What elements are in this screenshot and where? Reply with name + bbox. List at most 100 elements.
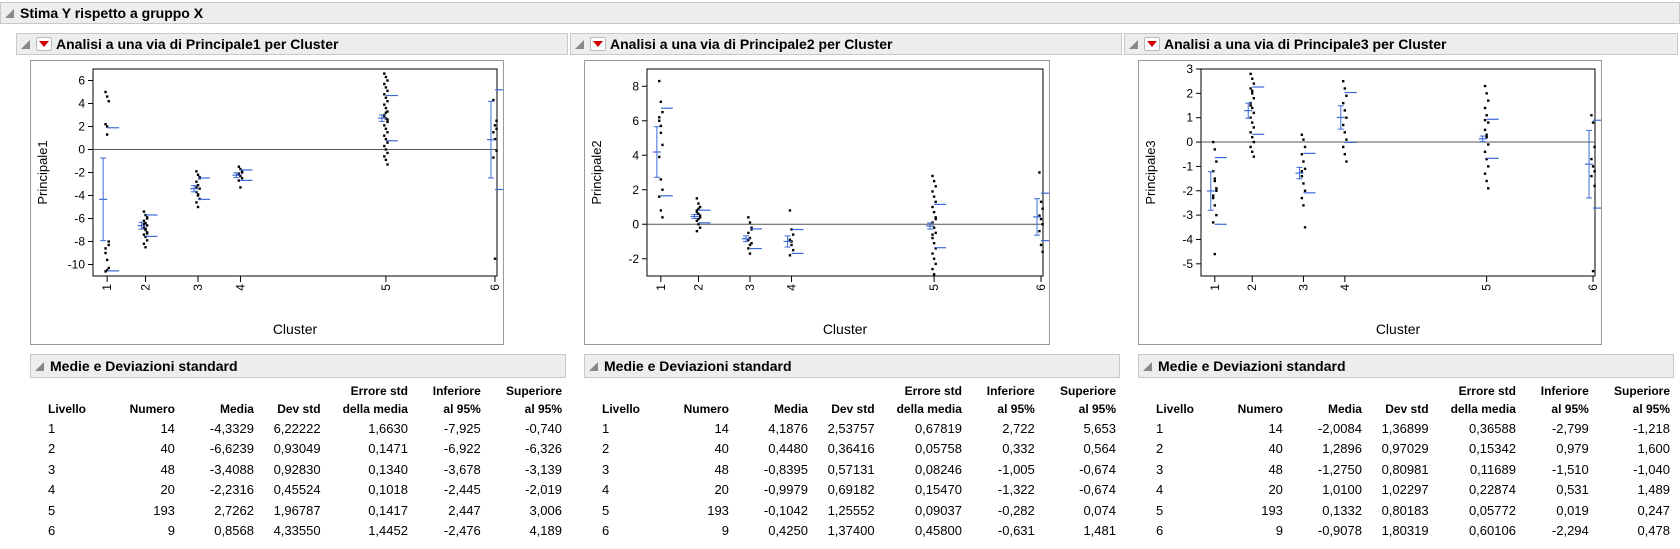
data-point — [791, 248, 795, 252]
x-tick-label: 1 — [1208, 284, 1222, 291]
data-point — [383, 93, 386, 96]
x-tick-label: 2 — [691, 284, 705, 291]
data-point — [145, 239, 149, 242]
table-row: 6 9 -0,9078 1,80319 0,60106 -2,294 0,478 — [1156, 521, 1670, 542]
x-axis-label: Cluster — [823, 321, 868, 337]
table-cell: 1,0100 — [1322, 482, 1362, 498]
data-point — [384, 106, 388, 110]
table-cell: -0,1042 — [763, 502, 808, 518]
data-point — [105, 133, 109, 136]
data-point — [1485, 179, 1488, 183]
data-point — [144, 246, 147, 249]
data-point — [196, 205, 200, 209]
table-cell: -3,678 — [443, 461, 481, 477]
red-triangle-menu-icon[interactable] — [36, 37, 52, 51]
data-point — [1251, 121, 1254, 124]
data-point — [104, 123, 107, 126]
data-point — [383, 134, 386, 137]
table-cell: 193 — [1261, 502, 1283, 518]
disclosure-triangle-icon[interactable] — [5, 8, 14, 18]
data-point — [748, 243, 752, 247]
y-tick-label: -3 — [1182, 208, 1193, 222]
panel-header-2[interactable]: Analisi a una via di Principale2 per Clu… — [570, 33, 1122, 55]
table-cell: 3 — [602, 461, 610, 477]
oneway-plot-3[interactable]: -5 -4 -3 -2 -1 0 1 2 3 Principale3 Cluster 1 2 3 4 5 6 — [1139, 61, 1606, 344]
data-point — [384, 117, 388, 120]
disclosure-triangle-icon[interactable] — [589, 361, 598, 371]
table-cell: -1,510 — [1551, 461, 1589, 477]
data-point — [1591, 269, 1595, 273]
data-point — [492, 156, 495, 159]
data-point — [384, 148, 388, 151]
data-point — [1213, 148, 1216, 151]
data-point — [1485, 135, 1488, 139]
table-cell: -2,294 — [1551, 523, 1589, 539]
data-point — [1213, 177, 1216, 180]
table-header-3[interactable]: Medie e Deviazioni standard — [1138, 354, 1674, 378]
means-std-table-1: Errore std Inferiore Superiore Livello Numer… — [48, 382, 562, 541]
table-cell: 1,6630 — [368, 420, 408, 436]
col-header-media: Media — [773, 402, 808, 416]
data-point — [1039, 217, 1043, 221]
data-point — [1343, 153, 1347, 156]
y-tick-label: -10 — [68, 258, 86, 272]
oneway-plot-2[interactable]: -2 0 2 4 6 8 Principale2 Cluster 1 2 3 4 5 6 — [585, 61, 1054, 344]
table-cell: 0,1332 — [1322, 502, 1362, 518]
col-header-livello: Livello — [602, 402, 641, 416]
col-header-errore-2: della media — [1450, 402, 1516, 416]
data-point — [1038, 171, 1041, 174]
y-tick-label: 6 — [632, 114, 639, 128]
table-header-1[interactable]: Medie e Deviazioni standard — [30, 354, 566, 378]
data-point — [788, 254, 792, 257]
table-cell: 0,074 — [1083, 502, 1116, 518]
oneway-plot-1[interactable]: -10 -8 -6 -4 -2 0 2 4 6 Principale1 Cluster 1 2 3 4 5 6 — [31, 61, 507, 344]
data-point — [1252, 155, 1256, 158]
red-triangle-menu-icon[interactable] — [1144, 37, 1160, 51]
data-point — [1251, 135, 1254, 139]
data-point — [196, 193, 200, 196]
table-cell: 0,80183 — [1381, 502, 1429, 518]
data-point — [659, 100, 663, 103]
disclosure-triangle-icon[interactable] — [21, 39, 30, 49]
data-point — [145, 224, 149, 227]
x-tick-label: 5 — [379, 284, 393, 291]
y-axis-label: Principale1 — [35, 140, 50, 204]
data-point — [107, 240, 110, 243]
panel-header-1[interactable]: Analisi a una via di Principale1 per Clu… — [16, 33, 568, 55]
table-cell: 48 — [714, 461, 729, 477]
data-point — [1215, 160, 1218, 163]
report-header[interactable]: Stima Y rispetto a gruppo X — [0, 2, 1680, 24]
data-point — [790, 228, 793, 231]
col-header-inferiore-2: al 95% — [997, 402, 1035, 416]
table-row: 6 9 0,4250 1,37400 0,45800 -0,631 1,481 — [602, 521, 1116, 542]
table-cell: 9 — [1275, 523, 1283, 539]
disclosure-triangle-icon[interactable] — [575, 39, 584, 49]
plot-area-border — [1200, 68, 1596, 277]
red-triangle-menu-icon[interactable] — [590, 37, 606, 51]
data-point — [1252, 140, 1256, 144]
table-cell: 193 — [153, 502, 175, 518]
data-point — [931, 190, 934, 193]
data-point — [384, 86, 388, 89]
data-point — [1590, 114, 1593, 117]
table-row: 2 40 1,2896 0,97029 0,15342 0,979 1,600 — [1156, 439, 1670, 460]
y-tick-label: -8 — [74, 235, 85, 249]
disclosure-triangle-icon[interactable] — [1143, 361, 1152, 371]
table-cell: -6,326 — [525, 441, 562, 457]
table-cell: 0,1417 — [368, 502, 408, 518]
table-cell: 14 — [160, 420, 175, 436]
table-cell: 0,4250 — [768, 523, 808, 539]
disclosure-triangle-icon[interactable] — [35, 361, 44, 371]
table-header-2[interactable]: Medie e Deviazioni standard — [584, 354, 1120, 378]
disclosure-triangle-icon[interactable] — [1129, 39, 1138, 49]
data-point — [384, 111, 388, 114]
table-header-row: Livello Numero Media Dev std della media al 9… — [602, 400, 1116, 418]
panel-header-3[interactable]: Analisi a una via di Principale3 per Clu… — [1124, 33, 1678, 55]
data-point — [1252, 111, 1256, 115]
table-cell: 0,22874 — [1468, 482, 1516, 498]
data-point — [698, 205, 702, 209]
data-point — [240, 171, 244, 174]
table-cell: 0,332 — [1002, 441, 1035, 457]
data-point — [386, 163, 389, 166]
table-cell: 0,36588 — [1468, 420, 1516, 436]
